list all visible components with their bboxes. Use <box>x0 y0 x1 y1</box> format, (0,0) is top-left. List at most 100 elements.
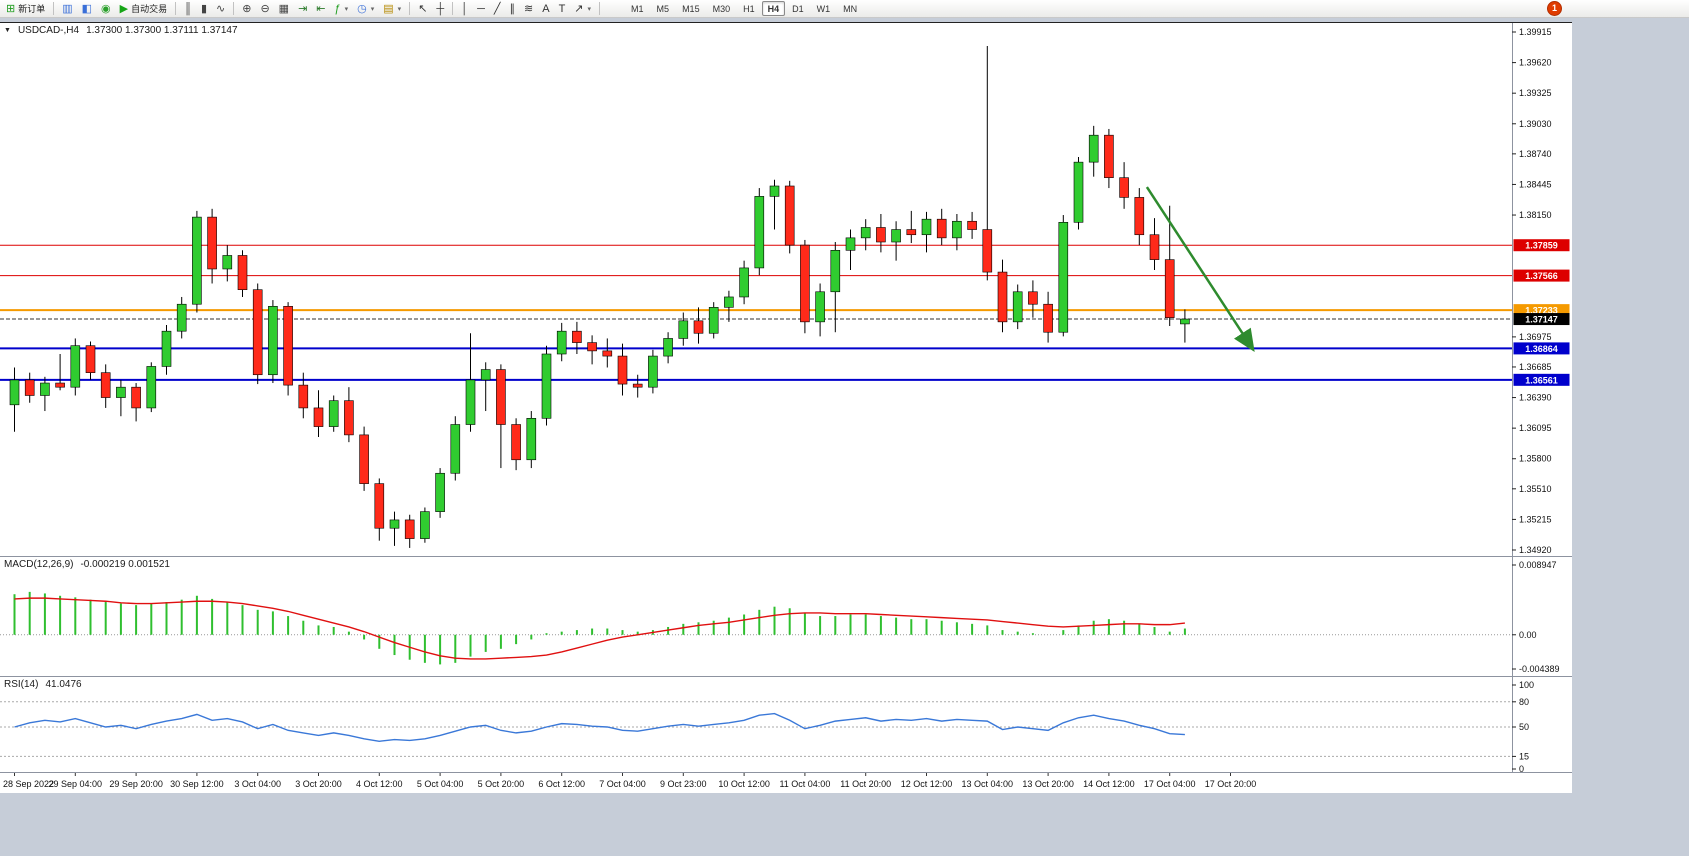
candle-body <box>511 424 521 461</box>
new-chart-icon: ▥ <box>62 2 73 15</box>
candle-body <box>1088 134 1099 163</box>
new-chart-button[interactable]: ▥ <box>58 1 76 17</box>
zoom-in-icon: ⊕ <box>242 2 252 15</box>
chevron-down-icon: ▾ <box>587 5 592 13</box>
notification-badge[interactable]: 1 <box>1548 2 1561 15</box>
timeframe-m5[interactable]: M5 <box>656 4 670 14</box>
candle-body <box>830 249 841 293</box>
macd-histogram <box>13 591 1186 665</box>
timeframe-m15[interactable]: M15 <box>682 4 700 14</box>
text-button[interactable]: A <box>538 1 553 17</box>
time-tick-label: 10 Oct 12:00 <box>718 779 770 789</box>
price-tick-label: 1.38445 <box>1519 179 1552 189</box>
horizontal-line-button[interactable]: ─ <box>473 1 489 17</box>
time-tick-label: 12 Oct 12:00 <box>901 779 953 789</box>
candle-body <box>800 244 810 323</box>
indicators-button[interactable]: ƒ ▾ <box>331 1 353 17</box>
trendline-button[interactable]: ╱ <box>490 1 505 17</box>
time-tick-label: 11 Oct 04:00 <box>779 779 830 789</box>
price-badge <box>1513 269 1570 282</box>
toolbar-separator <box>409 2 411 15</box>
rsi-canvas[interactable]: 100 80 50 15 0 <box>0 677 1572 772</box>
cursor-button[interactable]: ↖ <box>414 1 431 17</box>
rsi-tick-label: 50 <box>1519 722 1529 732</box>
time-axis[interactable]: 28 Sep 2022 29 Sep 04:00 29 Sep 20:00 30 Se… <box>0 773 1572 793</box>
text-label-button[interactable]: T <box>555 1 570 17</box>
chart-shift-button[interactable]: ⇤ <box>312 1 329 17</box>
candle-body <box>374 483 385 529</box>
candle-body <box>1134 197 1145 236</box>
price-badge-label: 1.37859 <box>1525 241 1558 251</box>
chevron-down-icon: ▾ <box>344 5 349 13</box>
candle-body <box>100 372 111 398</box>
price-tick-label: 1.35510 <box>1519 484 1552 494</box>
timeframe-h1[interactable]: H1 <box>743 4 755 14</box>
crosshair-icon: ┼ <box>436 2 445 15</box>
auto-scroll-button[interactable]: ⇥ <box>294 1 311 17</box>
zoom-in-button[interactable]: ⊕ <box>238 1 255 17</box>
macd-tick-label: 0.00 <box>1519 630 1537 640</box>
vertical-line-button[interactable]: │ <box>457 1 472 17</box>
zoom-out-button[interactable]: ⊖ <box>256 1 273 17</box>
trend-arrow[interactable] <box>1145 186 1255 352</box>
vertical-line-icon: │ <box>461 2 469 15</box>
equidistant-channel-button[interactable]: ∥ <box>506 1 520 17</box>
auto-trading-button[interactable]: ▶ 自动交易 <box>116 1 171 17</box>
timeframe-h4[interactable]: H4 <box>761 1 786 16</box>
candle-body <box>556 330 567 355</box>
tile-windows-button[interactable]: ▦ <box>275 1 293 17</box>
candle-body <box>9 379 20 406</box>
bar-chart-type-button[interactable]: ║ <box>180 1 196 17</box>
crosshair-button[interactable]: ┼ <box>432 1 448 17</box>
horizontal-line-icon: ─ <box>477 2 485 15</box>
candle-body <box>404 519 415 539</box>
candle-body <box>1149 234 1160 260</box>
candle-body <box>1180 318 1190 325</box>
candle-body <box>632 383 643 388</box>
collapse-arrow-icon[interactable]: ▼ <box>4 27 11 34</box>
timeframe-m30[interactable]: M30 <box>712 4 731 14</box>
candle-body <box>450 424 461 474</box>
macd-signal-line <box>14 597 1185 660</box>
time-tick-label: 7 Oct 04:00 <box>599 779 646 789</box>
price-badge-label: 1.37233 <box>1525 306 1558 316</box>
new-order-button[interactable]: ⊞ 新订单 <box>2 1 49 17</box>
timeframe-m1[interactable]: M1 <box>631 4 644 14</box>
price-tick-label: 1.36975 <box>1519 332 1552 342</box>
timeframe-mn[interactable]: MN <box>843 4 858 14</box>
candle-body <box>967 220 977 230</box>
line-chart-type-button[interactable]: ∿ <box>212 1 229 17</box>
toolbar-separator <box>452 2 454 15</box>
arrows-button[interactable]: ↗ ▾ <box>570 1 595 17</box>
timeframe-d1[interactable]: D1 <box>792 4 804 14</box>
candle-body <box>131 386 141 409</box>
time-tick-label: 11 Oct 20:00 <box>840 779 891 789</box>
candle-body <box>784 185 795 246</box>
rsi-tick-label: 15 <box>1519 751 1529 761</box>
macd-canvas[interactable]: 0.008947 0.00 -0.004389 <box>0 557 1572 676</box>
indicators-icon: ƒ <box>334 2 341 15</box>
candle-body <box>496 369 506 425</box>
rsi-tick-label: 80 <box>1519 697 1529 707</box>
candle-body <box>24 379 35 396</box>
candle-body <box>921 218 932 236</box>
market-watch-button[interactable]: ◉ <box>97 1 115 17</box>
time-tick-label: 9 Oct 23:00 <box>660 779 707 789</box>
time-tick-label: 6 Oct 12:00 <box>538 779 585 789</box>
candle-body <box>435 472 445 512</box>
price-tick-label: 1.39620 <box>1519 58 1552 68</box>
profiles-button[interactable]: ◧ <box>78 1 96 17</box>
candle-body <box>1164 259 1175 319</box>
fibonacci-button[interactable]: ≋ <box>520 1 537 17</box>
price-tick-label: 1.38150 <box>1519 210 1552 220</box>
periods-button[interactable]: ◷ ▾ <box>353 1 378 17</box>
timeframe-w1[interactable]: W1 <box>816 4 831 14</box>
candlestick-type-button[interactable]: ▮ <box>197 1 211 17</box>
auto-trading-icon: ▶ <box>119 2 129 15</box>
price-chart-canvas[interactable]: 1.39915 1.39620 1.39325 1.39030 1.38740 1.384… <box>0 23 1572 556</box>
time-tick-label: 17 Oct 20:00 <box>1205 779 1257 789</box>
templates-button[interactable]: ▤ ▾ <box>379 1 405 17</box>
price-tick-label: 1.34920 <box>1519 545 1552 555</box>
time-tick-label: 28 Sep 2022 <box>3 779 54 789</box>
